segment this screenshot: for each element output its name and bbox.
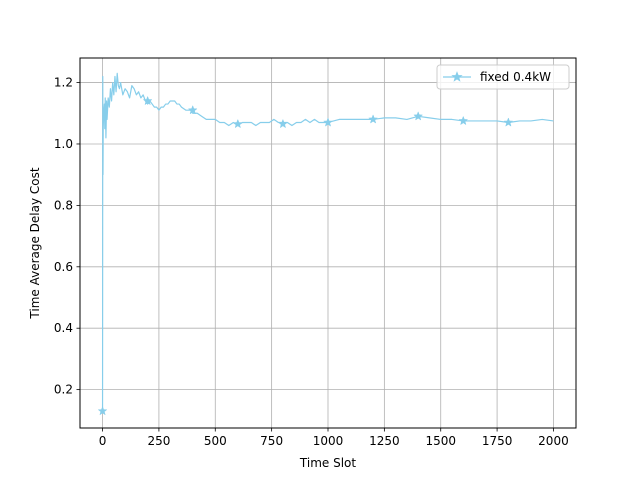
series-star-marker [368,114,379,124]
x-axis-label: Time Slot [299,456,356,470]
x-tick-label: 2000 [538,434,569,448]
plot-series [97,72,554,416]
series-star-marker [458,115,469,126]
legend-box [436,64,570,90]
legend: fixed 0.4kW [436,64,570,90]
y-tick-label: 0.6 [54,260,73,274]
series-star-marker [277,118,288,129]
y-tick-label: 0.2 [54,383,73,397]
x-tick-label: 1000 [313,434,344,448]
x-tick-label: 1250 [369,434,400,448]
axis-ticks: 0 250 500 750 1000 1250 1500 1750 2000 0.2 0.4 0.6 0… [54,76,569,448]
y-tick-label: 0.8 [54,198,73,212]
series-star-marker [232,118,243,129]
x-tick-label: 750 [260,434,283,448]
series-star-marker [187,104,198,115]
y-tick-label: 0.4 [54,321,73,335]
series-star-marker [142,95,153,106]
series-star-marker [323,117,333,127]
legend-star-marker [451,71,463,82]
series-star-marker [97,405,108,416]
y-axis-label: Time Average Delay Cost [28,167,42,319]
x-tick-label: 1750 [482,434,513,448]
x-tick-label: 0 [99,434,107,448]
legend-label: fixed 0.4kW [480,70,551,84]
series-star-marker [503,117,514,127]
x-tick-label: 500 [204,434,227,448]
y-tick-label: 1.2 [54,76,73,90]
x-tick-label: 1500 [425,434,456,448]
x-tick-label: 250 [147,434,170,448]
y-tick-label: 1.0 [54,137,73,151]
series-star-marker [413,111,424,121]
